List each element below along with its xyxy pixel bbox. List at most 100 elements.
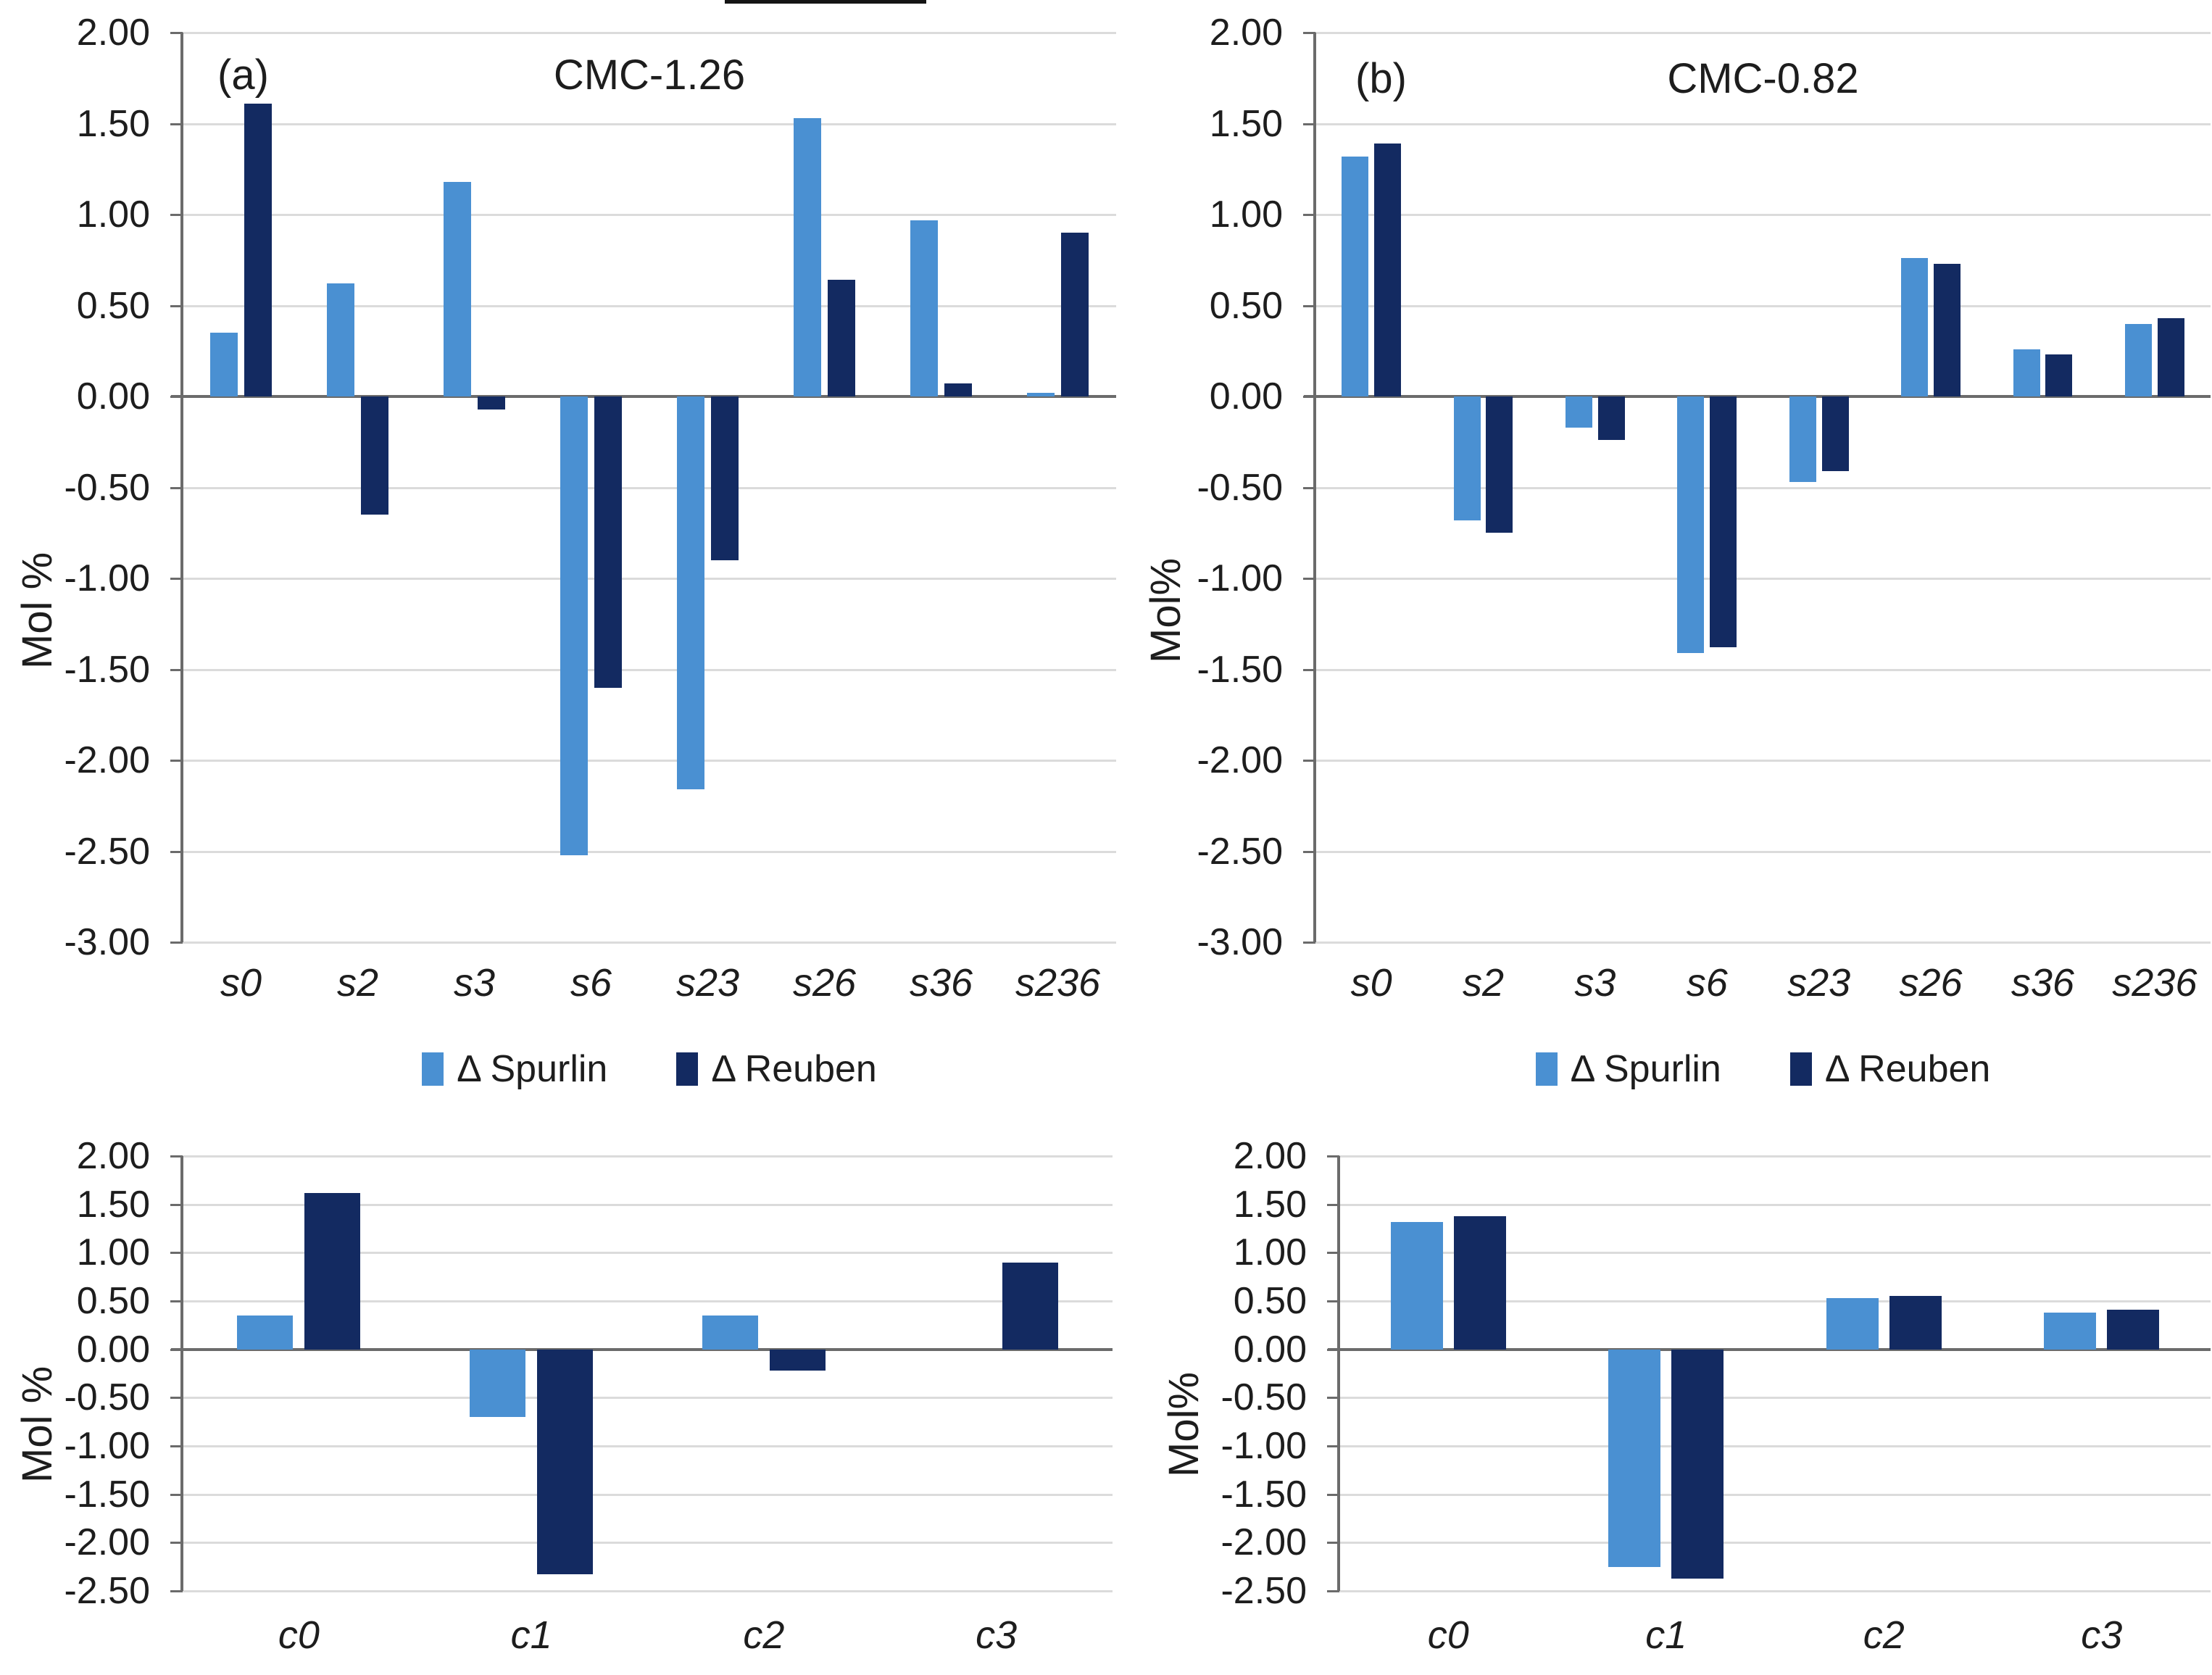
y-tick-label: 2.00 <box>1209 12 1283 54</box>
y-tick-mark <box>1327 1203 1339 1206</box>
gridline <box>183 1445 1113 1447</box>
bar-reuben-s2 <box>1486 396 1513 533</box>
bar-spurlin-s6 <box>1677 396 1705 653</box>
bar-spurlin-s23 <box>1789 396 1816 482</box>
gridline <box>183 32 1116 34</box>
bar-reuben-c2 <box>1889 1296 1942 1350</box>
bar-reuben-s36 <box>944 383 973 396</box>
bar-reuben-s236 <box>1060 233 1089 396</box>
bar-reuben-c0 <box>304 1192 361 1350</box>
x-category-label: c3 <box>2081 1613 2123 1657</box>
y-tick-label: -2.50 <box>64 830 150 873</box>
x-category-label: s26 <box>1899 961 1963 1005</box>
legend-label-reuben: Δ Reuben <box>1824 1048 1991 1090</box>
y-tick-label: -2.50 <box>1197 830 1283 873</box>
y-tick-mark <box>170 1397 183 1400</box>
y-tick-label: -1.00 <box>1221 1425 1307 1467</box>
y-tick-mark <box>1327 1397 1339 1400</box>
bar-spurlin-c0 <box>237 1316 294 1350</box>
bar-reuben-c1 <box>537 1349 594 1575</box>
y-tick-mark <box>170 122 183 125</box>
bar-spurlin-c2 <box>1826 1298 1879 1350</box>
y-tick-label: -0.50 <box>64 1376 150 1419</box>
gridline <box>1339 1252 2211 1255</box>
bar-reuben-s2 <box>360 396 389 515</box>
y-tick-label: -1.00 <box>64 1425 150 1467</box>
y-tick-mark <box>170 214 183 216</box>
y-tick-label: 0.00 <box>76 375 150 417</box>
y-tick-mark <box>1327 1155 1339 1157</box>
x-category-label: s236 <box>1015 961 1101 1005</box>
y-tick-mark <box>170 1155 183 1157</box>
legend-item-reuben: Δ Reuben <box>1789 1047 1991 1091</box>
panel-label-a: (a) <box>217 51 269 99</box>
bar-spurlin-c2 <box>702 1316 758 1350</box>
x-category-label: s3 <box>453 961 496 1005</box>
y-tick-label: -2.00 <box>64 739 150 781</box>
gridline <box>1339 1493 2211 1496</box>
y-axis-line <box>1337 1156 1340 1591</box>
y-tick-mark <box>170 1348 183 1351</box>
y-tick-mark <box>1303 668 1315 671</box>
x-category-label: c0 <box>278 1613 320 1657</box>
x-category-label: s0 <box>1350 961 1392 1005</box>
y-tick-mark <box>170 304 183 307</box>
x-category-label: s0 <box>220 961 262 1005</box>
bar-reuben-s23 <box>1821 396 1849 471</box>
y-axis-line <box>180 1156 183 1591</box>
x-category-label: s36 <box>909 961 973 1005</box>
x-category-label: c2 <box>1863 1613 1905 1657</box>
bar-reuben-s6 <box>1710 396 1737 648</box>
x-category-label: s36 <box>2011 961 2074 1005</box>
y-tick-label: 1.50 <box>1209 102 1283 145</box>
bar-spurlin-c0 <box>1390 1221 1443 1350</box>
x-category-label: s236 <box>2112 961 2198 1005</box>
gridline <box>1315 32 2211 34</box>
gridline <box>183 1397 1113 1400</box>
x-category-label: c2 <box>743 1613 785 1657</box>
gridline <box>1339 1542 2211 1545</box>
y-tick-mark <box>170 1300 183 1302</box>
gridline <box>183 122 1116 125</box>
x-category-label: s6 <box>570 961 612 1005</box>
gridline <box>183 1203 1113 1206</box>
gridline <box>1315 486 2211 489</box>
gridline <box>183 304 1116 307</box>
gridline <box>1315 214 2211 216</box>
x-category-label: s26 <box>792 961 857 1005</box>
y-tick-mark <box>1303 214 1315 216</box>
y-tick-mark <box>1303 396 1315 398</box>
y-tick-mark <box>170 850 183 853</box>
y-tick-mark <box>170 578 183 580</box>
bar-reuben-c0 <box>1453 1215 1506 1350</box>
y-tick-mark <box>170 396 183 398</box>
y-tick-mark <box>1303 32 1315 34</box>
x-axis-line <box>171 395 1116 398</box>
bar-spurlin-s6 <box>560 396 589 855</box>
y-tick-label: 1.50 <box>76 1183 150 1226</box>
y-tick-mark <box>170 32 183 34</box>
y-tick-label: -0.50 <box>1197 466 1283 509</box>
y-tick-mark <box>1327 1348 1339 1351</box>
bar-spurlin-c1 <box>1608 1349 1661 1567</box>
legend-item-spurlin: Δ Spurlin <box>1535 1047 1721 1091</box>
chart-title-a: CMC-1.26 <box>553 51 746 99</box>
y-tick-label: 0.50 <box>1209 284 1283 327</box>
y-tick-label: -2.00 <box>1221 1521 1307 1564</box>
plot-area <box>1304 32 2211 944</box>
x-axis-line <box>1328 1347 2211 1351</box>
y-tick-label: 0.00 <box>1233 1328 1307 1371</box>
bar-spurlin-s36 <box>2013 349 2040 396</box>
y-tick-mark <box>1303 578 1315 580</box>
gridline <box>1315 304 2211 307</box>
y-tick-label: 0.00 <box>76 1328 150 1371</box>
gridline <box>1315 850 2211 853</box>
y-tick-mark <box>1303 304 1315 307</box>
y-tick-label: 2.00 <box>76 12 150 54</box>
bar-reuben-c1 <box>1671 1349 1724 1579</box>
y-tick-mark <box>1303 942 1315 944</box>
gridline <box>1315 122 2211 125</box>
bar-reuben-s0 <box>1374 144 1402 396</box>
y-tick-mark <box>1327 1252 1339 1255</box>
gridline <box>183 486 1116 489</box>
